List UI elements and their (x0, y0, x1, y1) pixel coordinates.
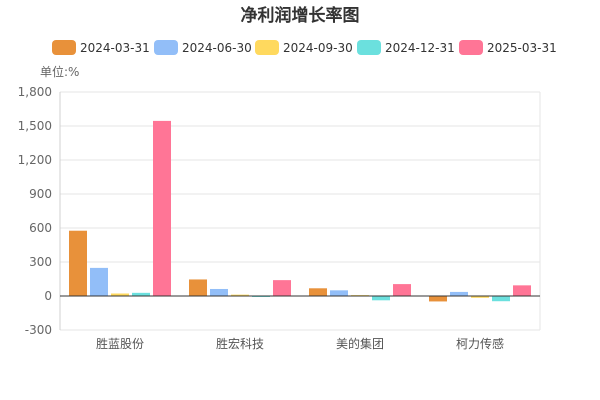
legend-swatch-2024-09-30[interactable] (255, 40, 279, 55)
bar-美的集团-2024-12-31[interactable] (372, 296, 390, 301)
y-tick-label: 1,500 (18, 119, 52, 133)
legend-label-2024-03-31[interactable]: 2024-03-31 (80, 41, 150, 55)
x-axis: 胜蓝股份 胜宏科技 美的集团 柯力传感 (96, 336, 504, 351)
bar-美的集团-2024-03-31[interactable] (309, 288, 327, 296)
bar-柯力传感-2024-03-31[interactable] (429, 296, 447, 302)
legend-label-2024-09-30[interactable]: 2024-09-30 (283, 41, 353, 55)
y-tick-label: 1,200 (18, 153, 52, 167)
y-tick-label: -300 (25, 323, 52, 337)
legend-swatch-2024-12-31[interactable] (357, 40, 381, 55)
x-category-label: 胜蓝股份 (96, 336, 144, 351)
bar-柯力传感-2025-03-31[interactable] (513, 285, 531, 296)
bar-柯力传感-2024-12-31[interactable] (492, 296, 510, 302)
legend-label-2024-12-31[interactable]: 2024-12-31 (385, 41, 455, 55)
legend-swatch-2025-03-31[interactable] (459, 40, 483, 55)
bar-胜蓝股份-2024-09-30[interactable] (111, 293, 129, 296)
bars (60, 120, 540, 302)
bar-美的集团-2024-06-30[interactable] (330, 290, 348, 296)
legend-label-2025-03-31[interactable]: 2025-03-31 (487, 41, 557, 55)
legend-swatch-2024-06-30[interactable] (154, 40, 178, 55)
legend-swatch-2024-03-31[interactable] (52, 40, 76, 55)
bar-胜宏科技-2025-03-31[interactable] (273, 280, 291, 296)
bar-胜蓝股份-2024-03-31[interactable] (69, 230, 87, 296)
y-tick-label: 0 (44, 289, 52, 303)
x-category-label: 美的集团 (336, 336, 384, 351)
unit-label: 单位:% (40, 64, 79, 79)
y-tick-label: 600 (29, 221, 52, 235)
bar-柯力传感-2024-06-30[interactable] (450, 291, 468, 296)
x-category-label: 柯力传感 (456, 336, 504, 351)
y-axis: -300 0 300 600 900 1,200 1,500 1,800 (18, 85, 52, 337)
x-category-label: 胜宏科技 (216, 336, 264, 351)
bar-美的集团-2025-03-31[interactable] (393, 284, 411, 296)
legend: 2024-03-31 2024-06-30 2024-09-30 2024-12-31… (52, 40, 557, 55)
bar-胜宏科技-2024-09-30[interactable] (231, 294, 249, 296)
legend-label-2024-06-30[interactable]: 2024-06-30 (182, 41, 252, 55)
bar-胜蓝股份-2024-06-30[interactable] (90, 267, 108, 296)
bar-柯力传感-2024-09-30[interactable] (471, 296, 489, 298)
y-tick-label: 1,800 (18, 85, 52, 99)
y-tick-label: 900 (29, 187, 52, 201)
bar-胜宏科技-2024-06-30[interactable] (210, 288, 228, 296)
y-tick-label: 300 (29, 255, 52, 269)
bar-胜宏科技-2024-03-31[interactable] (189, 279, 207, 296)
bar-胜蓝股份-2024-12-31[interactable] (132, 292, 150, 296)
bar-胜蓝股份-2025-03-31[interactable] (153, 120, 171, 297)
chart-title: 净利润增长率图 (241, 5, 360, 26)
